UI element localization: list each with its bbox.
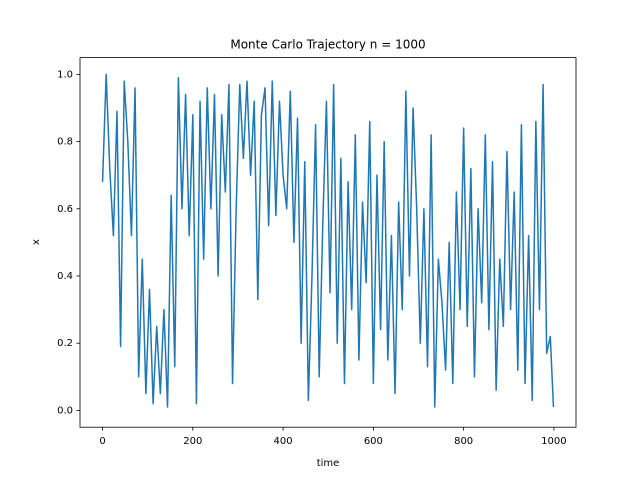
chart-title: Monte Carlo Trajectory n = 1000 [230,38,425,52]
y-tick-label: 0.8 [57,137,73,148]
data-line [101,73,555,408]
y-tick-label: 0.0 [57,405,73,416]
y-tick-label: 0.4 [57,271,73,282]
y-axis-label: x [31,239,42,245]
x-tick-label: 0 [99,436,105,447]
x-tick-label: 200 [183,436,202,447]
y-tick-label: 1.0 [57,69,73,80]
x-axis-label: time [317,458,340,469]
y-tick-label: 0.2 [57,338,73,349]
x-tick-label: 400 [274,436,293,447]
x-tick-label: 800 [454,436,473,447]
plot-frame [79,57,577,428]
x-tick-label: 600 [364,436,383,447]
x-tick-label: 1000 [541,436,566,447]
y-tick-label: 0.6 [57,204,73,215]
